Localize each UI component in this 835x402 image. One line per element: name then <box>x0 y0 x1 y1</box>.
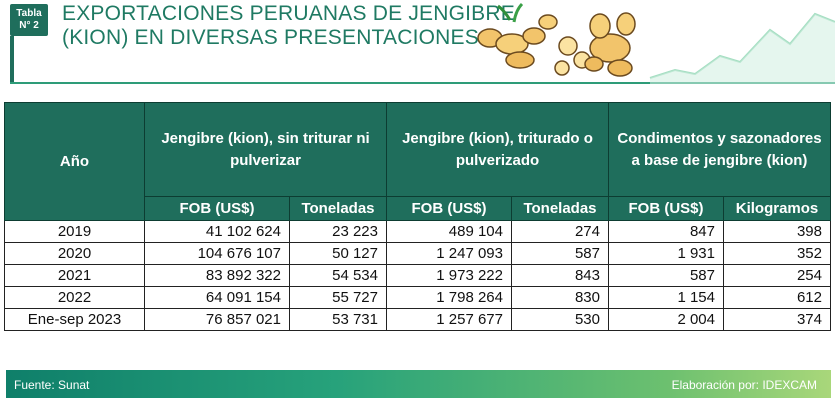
year-cell: 2019 <box>4 220 145 243</box>
subheader-fob-1: FOB (US$) <box>144 196 290 221</box>
tons-ground-cell: 830 <box>511 286 609 309</box>
subheader-tons-2: Toneladas <box>511 196 609 221</box>
group-header-unground: Jengibre (kion), sin triturar ni pulveri… <box>144 102 387 197</box>
fob-ground-cell: 1 257 677 <box>386 308 512 331</box>
fob-unground-cell: 76 857 021 <box>144 308 290 331</box>
fob-ground-cell: 1 973 222 <box>386 264 512 287</box>
elaboration-note: Elaboración por: IDEXCAM <box>671 378 817 392</box>
trend-area-decoration <box>650 14 835 84</box>
header: Tabla N° 2 EXPORTACIONES PERUANAS DE JEN… <box>0 0 835 90</box>
kg-condiments-cell: 374 <box>723 308 831 331</box>
exports-table: Año Jengibre (kion), sin triturar ni pul… <box>4 102 831 331</box>
fob-ground-cell: 1 247 093 <box>386 242 512 265</box>
fob-unground-cell: 41 102 624 <box>144 220 290 243</box>
badge-number: N° 2 <box>19 20 39 31</box>
ginger-root-icon <box>477 2 558 69</box>
subheader-fob-3: FOB (US$) <box>608 196 724 221</box>
table-row: 2019 41 102 624 23 223 489 104 274 847 3… <box>4 220 831 243</box>
fob-condiments-cell: 1 154 <box>608 286 724 309</box>
header-divider <box>10 82 835 84</box>
table-row: Ene-sep 2023 76 857 021 53 731 1 257 677… <box>4 308 831 331</box>
kg-condiments-cell: 398 <box>723 220 831 243</box>
tons-unground-cell: 54 534 <box>289 264 387 287</box>
fob-unground-cell: 83 892 322 <box>144 264 290 287</box>
tons-ground-cell: 587 <box>511 242 609 265</box>
year-cell: 2020 <box>4 242 145 265</box>
kg-condiments-cell: 612 <box>723 286 831 309</box>
tons-unground-cell: 55 727 <box>289 286 387 309</box>
tons-unground-cell: 23 223 <box>289 220 387 243</box>
fob-ground-cell: 489 104 <box>386 220 512 243</box>
subheader-kg-3: Kilogramos <box>723 196 831 221</box>
ginger-root-large-icon <box>584 12 636 77</box>
tons-unground-cell: 50 127 <box>289 242 387 265</box>
subheader-fob-2: FOB (US$) <box>386 196 512 221</box>
ginger-slices-icon <box>554 36 591 76</box>
table-row: 2022 64 091 154 55 727 1 798 264 830 1 1… <box>4 286 831 309</box>
year-cell: 2022 <box>4 286 145 309</box>
kg-condiments-cell: 352 <box>723 242 831 265</box>
table-badge: Tabla N° 2 <box>10 4 48 36</box>
fob-condiments-cell: 1 931 <box>608 242 724 265</box>
tons-ground-cell: 843 <box>511 264 609 287</box>
source-note: Fuente: Sunat <box>14 378 90 392</box>
table-row: 2020 104 676 107 50 127 1 247 093 587 1 … <box>4 242 831 265</box>
footer-bar: Fuente: Sunat Elaboración por: IDEXCAM <box>6 370 831 398</box>
fob-unground-cell: 64 091 154 <box>144 286 290 309</box>
fob-condiments-cell: 2 004 <box>608 308 724 331</box>
fob-condiments-cell: 587 <box>608 264 724 287</box>
fob-ground-cell: 1 798 264 <box>386 286 512 309</box>
group-header-ground: Jengibre (kion), triturado o pulverizado <box>386 102 609 197</box>
title-line-1: EXPORTACIONES PERUANAS DE JENGIBRE <box>62 2 515 25</box>
subheader-tons-1: Toneladas <box>289 196 387 221</box>
tons-ground-cell: 530 <box>511 308 609 331</box>
ginger-illustration <box>477 2 835 84</box>
tons-ground-cell: 274 <box>511 220 609 243</box>
tons-unground-cell: 53 731 <box>289 308 387 331</box>
table-row: 2021 83 892 322 54 534 1 973 222 843 587… <box>4 264 831 287</box>
fob-unground-cell: 104 676 107 <box>144 242 290 265</box>
kg-condiments-cell: 254 <box>723 264 831 287</box>
year-header: Año <box>4 102 145 221</box>
year-cell: Ene-sep 2023 <box>4 308 145 331</box>
title-line-2: (KION) EN DIVERSAS PRESENTACIONES <box>62 26 479 49</box>
group-header-condiments: Condimentos y sazonadores a base de jeng… <box>608 102 831 197</box>
badge-tail <box>10 36 14 84</box>
fob-condiments-cell: 847 <box>608 220 724 243</box>
year-cell: 2021 <box>4 264 145 287</box>
page-title: EXPORTACIONES PERUANAS DE JENGIBRE (KION… <box>62 2 515 50</box>
badge-label: Tabla <box>16 8 42 19</box>
